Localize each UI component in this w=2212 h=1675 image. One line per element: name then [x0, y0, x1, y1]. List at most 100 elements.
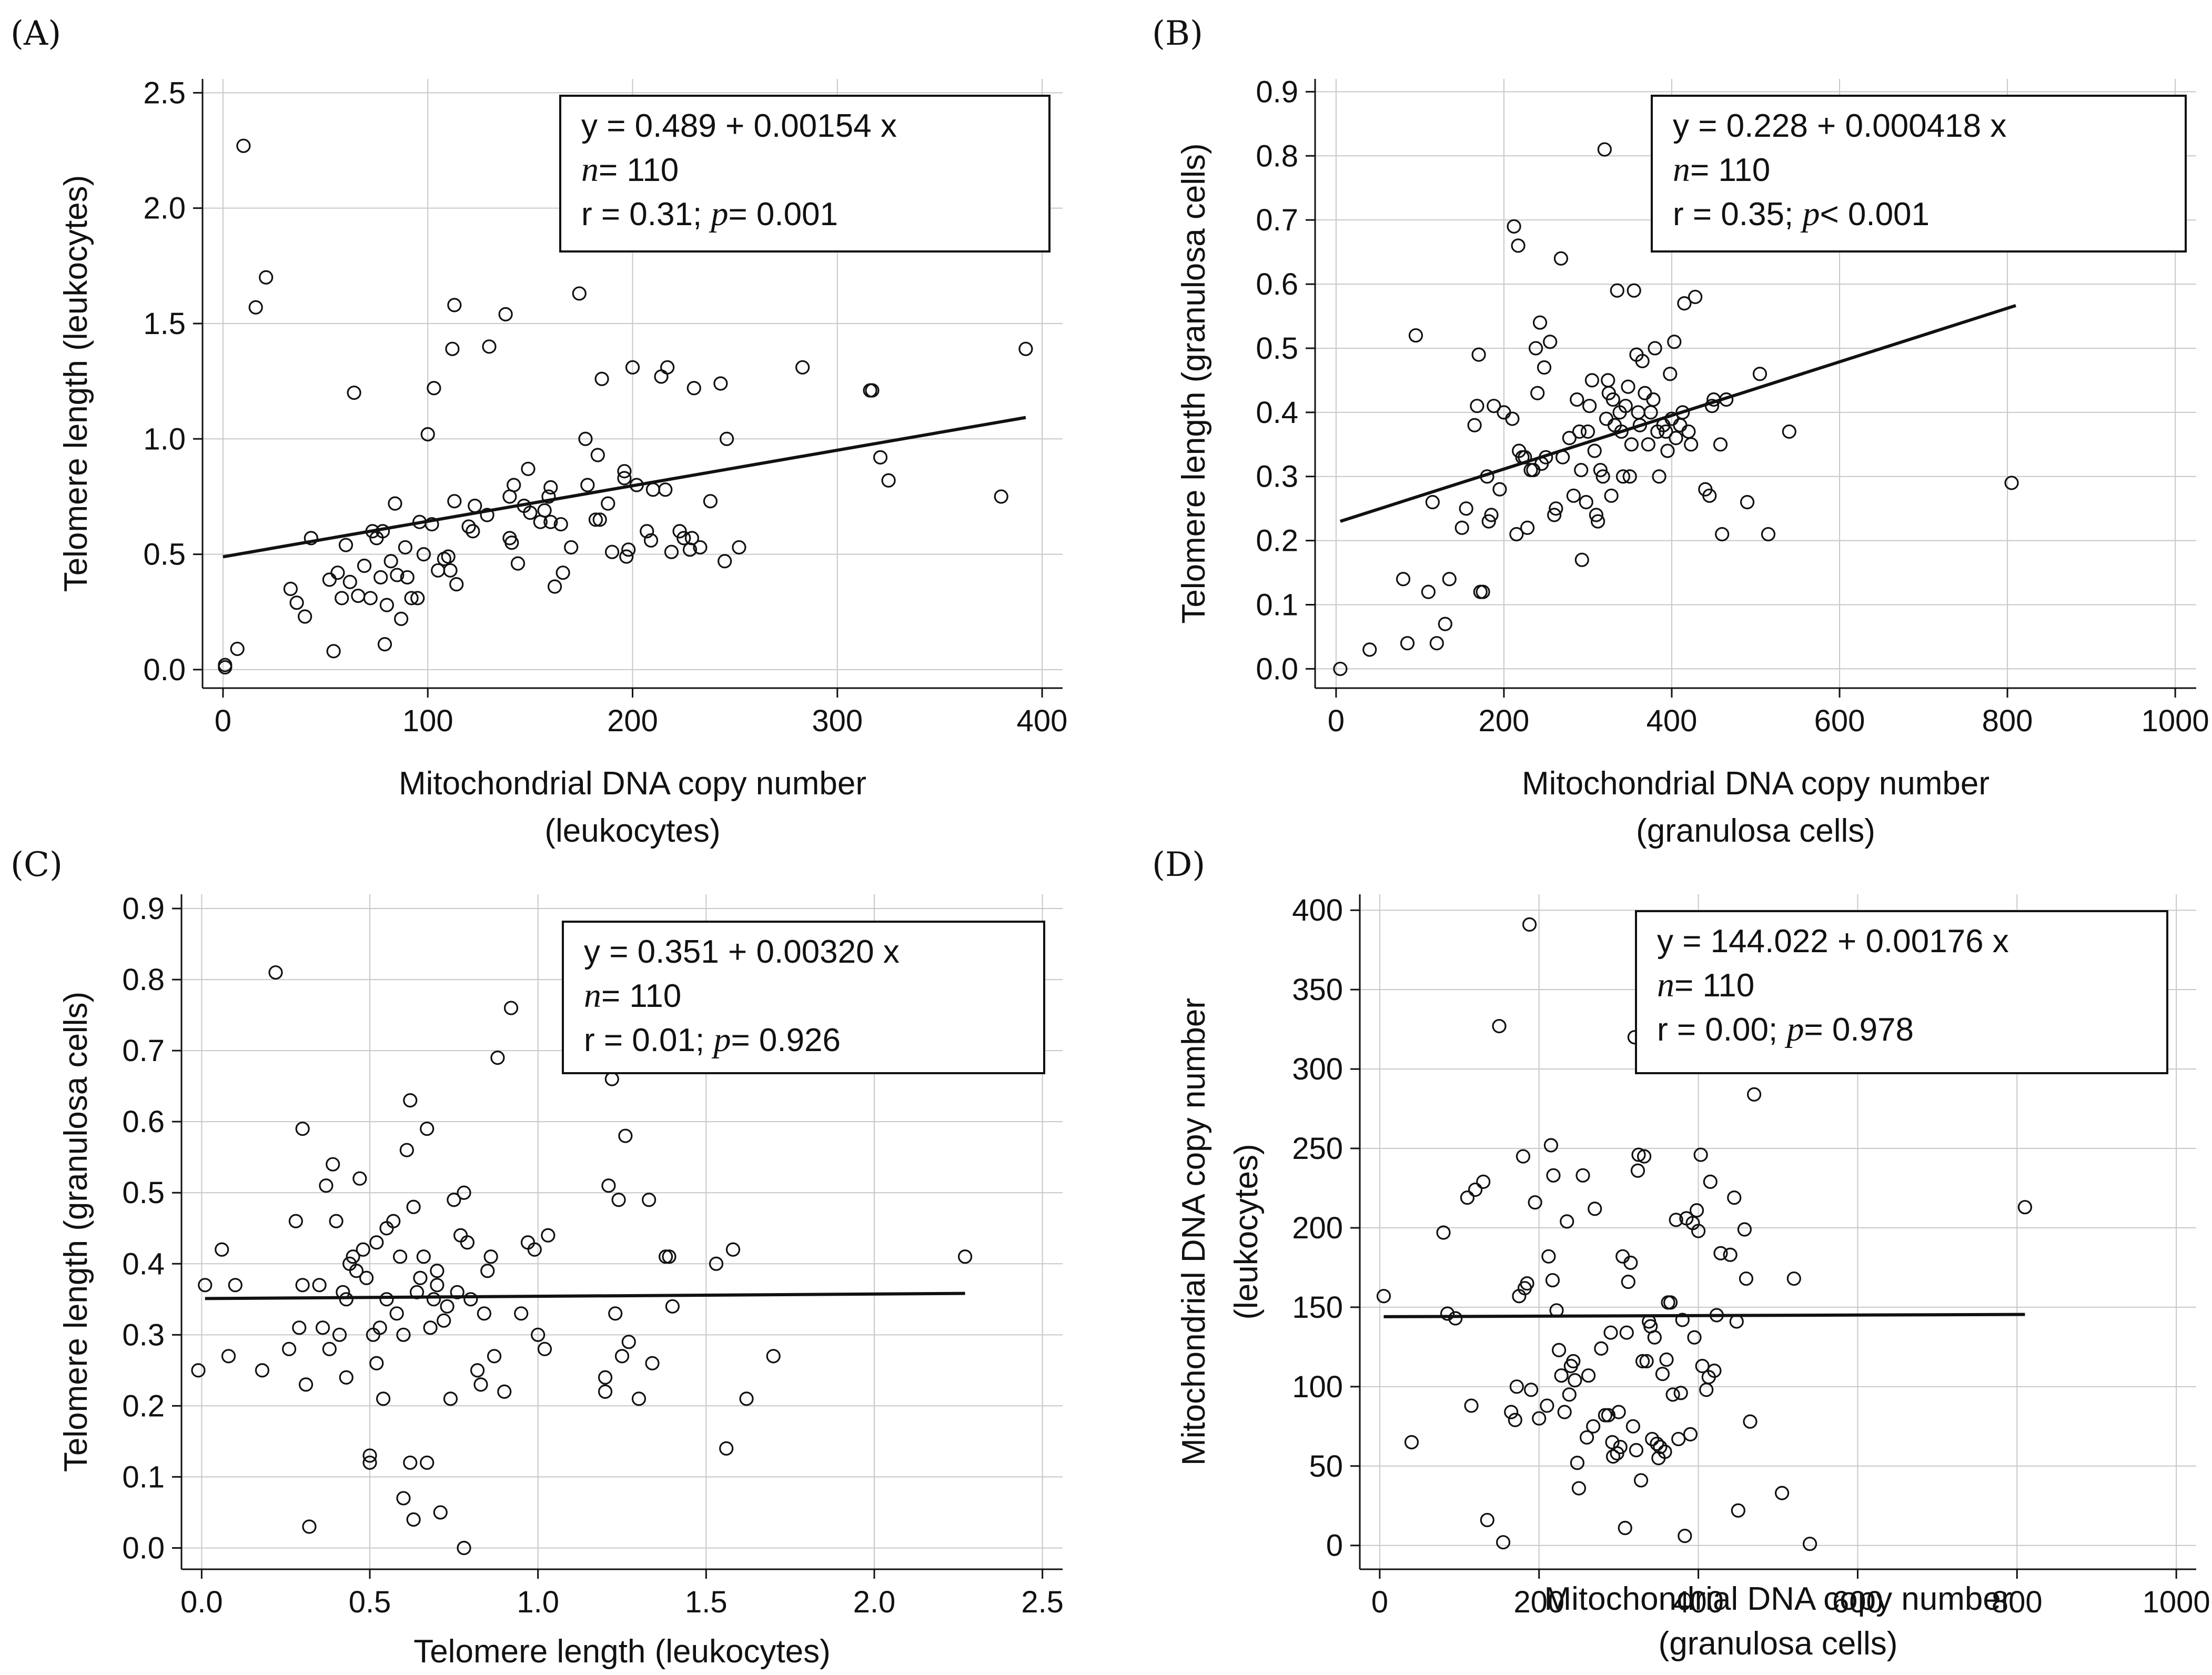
y-axis-title: Mitochondrial DNA copy number	[1176, 998, 1212, 1466]
data-point	[430, 1264, 445, 1278]
data-point	[693, 540, 708, 555]
data-point	[1496, 1535, 1511, 1550]
data-point	[1400, 636, 1415, 651]
data-point	[1645, 1431, 1660, 1447]
data-point	[611, 1193, 626, 1207]
data-point	[453, 1228, 468, 1243]
x-tick-label: 100	[402, 704, 453, 738]
space	[1777, 1012, 1786, 1048]
legend-r-p: r = 0.31; p= 0.001	[581, 195, 838, 233]
data-point	[618, 1128, 633, 1143]
data-point	[322, 572, 337, 587]
legend-n: n= 110	[1673, 150, 1770, 189]
x-tick-label: 400	[1017, 704, 1068, 738]
legend-n: n= 110	[1657, 966, 1754, 1004]
data-point	[1637, 1149, 1652, 1164]
data-point	[383, 554, 398, 569]
data-point	[1638, 386, 1652, 400]
data-point	[1509, 1379, 1524, 1394]
y-tick-label: 0.6	[122, 1105, 165, 1139]
data-point	[541, 489, 556, 504]
equation-intercept: y = 0.351	[584, 934, 719, 970]
x-axis-title: (leukocytes)	[544, 813, 720, 849]
x-axis-title: Mitochondrial DNA copy number	[1544, 1581, 2012, 1617]
data-point	[430, 1278, 445, 1293]
data-point	[1333, 661, 1348, 677]
data-point	[1507, 219, 1521, 234]
n-value: = 110	[599, 152, 679, 188]
data-point	[1421, 584, 1436, 599]
legend-r-p: r = 0.00; p= 0.978	[1657, 1010, 1914, 1048]
data-point	[865, 383, 880, 398]
data-point	[1598, 1408, 1612, 1422]
p-label: p	[1784, 1010, 1804, 1048]
data-point	[1707, 1364, 1722, 1378]
data-point	[281, 1341, 297, 1356]
data-point	[1704, 399, 1720, 413]
panel-tag: (C)	[11, 845, 63, 884]
data-point	[376, 1391, 391, 1406]
r-text: r = 0.35;	[1673, 196, 1793, 233]
y-axis-title: Telomere length (granulosa cells)	[1176, 143, 1212, 623]
data-point	[449, 577, 464, 592]
y-tick-label: 200	[1292, 1211, 1343, 1245]
data-point	[1731, 1503, 1745, 1518]
data-point	[795, 360, 810, 375]
y-tick-label: 0.1	[122, 1460, 165, 1494]
data-point	[1570, 1456, 1584, 1470]
data-point	[302, 1519, 317, 1534]
data-point	[664, 544, 679, 559]
data-point	[1624, 437, 1639, 452]
data-point	[332, 1327, 347, 1342]
space	[702, 196, 711, 233]
p-value: = 0.001	[728, 196, 838, 233]
y-tick-label: 0.2	[1256, 524, 1298, 558]
data-point	[447, 298, 462, 312]
data-point	[295, 1122, 310, 1136]
data-point	[447, 1193, 461, 1207]
data-point	[468, 498, 482, 513]
legend-equation: y = 0.351 + 0.00320 x	[584, 934, 900, 970]
data-point	[298, 609, 312, 624]
data-point	[1702, 488, 1717, 503]
x-tick-label: 1.0	[517, 1585, 559, 1619]
data-point	[1470, 399, 1484, 413]
data-point	[1713, 437, 1728, 452]
data-point	[1481, 514, 1496, 529]
legend-n: n= 110	[581, 150, 679, 189]
data-point	[1678, 1529, 1692, 1543]
data-point	[521, 461, 536, 476]
data-point	[1511, 238, 1526, 253]
data-point	[1541, 1249, 1556, 1264]
data-point	[336, 1285, 350, 1299]
data-point	[420, 427, 435, 442]
x-tick-label: 0	[215, 704, 231, 738]
data-point	[1555, 450, 1570, 465]
data-point	[543, 480, 558, 495]
y-tick-label: 0.4	[122, 1247, 165, 1281]
equation-plus: +	[719, 934, 756, 970]
data-point	[1594, 1341, 1609, 1356]
data-point	[1455, 520, 1469, 535]
data-point	[732, 540, 746, 555]
data-point	[1572, 424, 1587, 439]
data-point	[1683, 1427, 1698, 1441]
data-point	[592, 512, 607, 527]
data-point	[1605, 392, 1620, 407]
data-point	[413, 1270, 428, 1285]
data-point	[1659, 424, 1673, 439]
data-point	[363, 591, 378, 606]
data-point	[1622, 469, 1637, 484]
data-point	[1459, 501, 1473, 516]
equation-x: x	[874, 934, 900, 970]
data-point	[1362, 642, 1377, 657]
data-point	[1604, 488, 1619, 503]
data-point	[379, 598, 394, 612]
data-point	[335, 591, 349, 606]
data-point	[1601, 373, 1615, 388]
data-point	[433, 1505, 448, 1520]
data-point	[1547, 508, 1562, 522]
data-point	[1543, 1138, 1559, 1153]
data-point	[218, 658, 233, 672]
data-point	[662, 1249, 676, 1264]
